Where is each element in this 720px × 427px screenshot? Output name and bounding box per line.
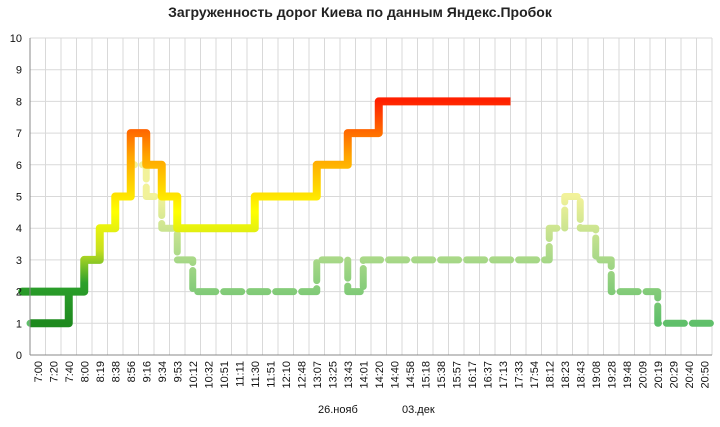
y-tick-label: 9 <box>16 65 22 77</box>
series-line-2 <box>18 97 511 328</box>
x-tick-label: 20:50 <box>699 361 711 389</box>
x-tick-label: 10:12 <box>188 361 200 389</box>
x-tick-label: 16:17 <box>467 361 479 389</box>
x-tick-label: 9:16 <box>141 361 153 382</box>
x-tick-label: 8:38 <box>110 361 122 382</box>
x-tick-label: 8:00 <box>79 361 91 382</box>
x-tick-label: 8:56 <box>126 361 138 382</box>
x-tick-label: 11:51 <box>265 361 277 388</box>
x-tick-label: 15:57 <box>451 361 463 389</box>
y-tick-label: 4 <box>16 223 22 235</box>
x-tick-label: 14:01 <box>358 361 370 389</box>
x-tick-label: 10:51 <box>219 361 231 389</box>
legend-label-2: 03.дек <box>402 404 435 416</box>
x-tick-label: 20:29 <box>668 361 680 389</box>
y-tick-label: 6 <box>16 160 22 172</box>
x-tick-label: 15:38 <box>436 361 448 389</box>
y-tick-label: 10 <box>10 33 22 45</box>
x-tick-label: 17:33 <box>513 361 525 389</box>
x-tick-label: 19:28 <box>606 361 618 389</box>
legend-label-1: 26.нояб <box>318 404 358 416</box>
x-tick-label: 8:19 <box>95 361 107 382</box>
x-tick-label: 7:40 <box>64 361 76 382</box>
x-tick-label: 14:58 <box>405 361 417 389</box>
chart-title: Загруженность дорог Киева по данным Янде… <box>168 4 552 20</box>
x-tick-label: 7:00 <box>33 361 45 382</box>
x-tick-label: 7:20 <box>48 361 60 382</box>
x-tick-label: 16:37 <box>482 361 494 389</box>
x-tick-label: 18:23 <box>560 361 572 389</box>
x-tick-label: 13:25 <box>327 361 339 389</box>
x-tick-label: 18:12 <box>544 361 556 389</box>
x-tick-label: 9:53 <box>172 361 184 382</box>
y-tick-label: 5 <box>16 192 22 204</box>
x-tick-label: 20:19 <box>653 361 665 389</box>
x-tick-label: 19:08 <box>591 361 603 389</box>
x-tick-label: 14:20 <box>374 361 386 389</box>
x-tick-label: 17:13 <box>498 361 510 389</box>
x-tick-label: 11:11 <box>234 361 246 387</box>
x-tick-label: 11:30 <box>250 361 262 388</box>
y-tick-label: 7 <box>16 128 22 140</box>
x-tick-label: 20:40 <box>684 361 696 389</box>
x-tick-label: 12:48 <box>296 361 308 389</box>
x-tick-label: 9:34 <box>157 361 169 382</box>
x-tick-label: 10:32 <box>203 361 215 389</box>
y-tick-label: 8 <box>16 96 22 108</box>
x-tick-label: 20:09 <box>637 361 649 389</box>
y-tick-label: 0 <box>16 350 22 362</box>
y-tick-label: 1 <box>16 318 22 330</box>
y-tick-label: 2 <box>16 287 22 299</box>
x-tick-label: 18:43 <box>575 361 587 389</box>
x-tick-label: 14:40 <box>389 361 401 389</box>
series-line-1 <box>18 161 716 327</box>
x-tick-label: 12:10 <box>281 361 293 389</box>
x-tick-label: 19:48 <box>622 361 634 389</box>
x-tick-label: 13:07 <box>312 361 324 389</box>
x-tick-label: 13:43 <box>343 361 355 389</box>
x-tick-label: 15:18 <box>420 361 432 389</box>
y-tick-label: 3 <box>16 255 22 267</box>
x-tick-label: 17:54 <box>529 361 541 389</box>
